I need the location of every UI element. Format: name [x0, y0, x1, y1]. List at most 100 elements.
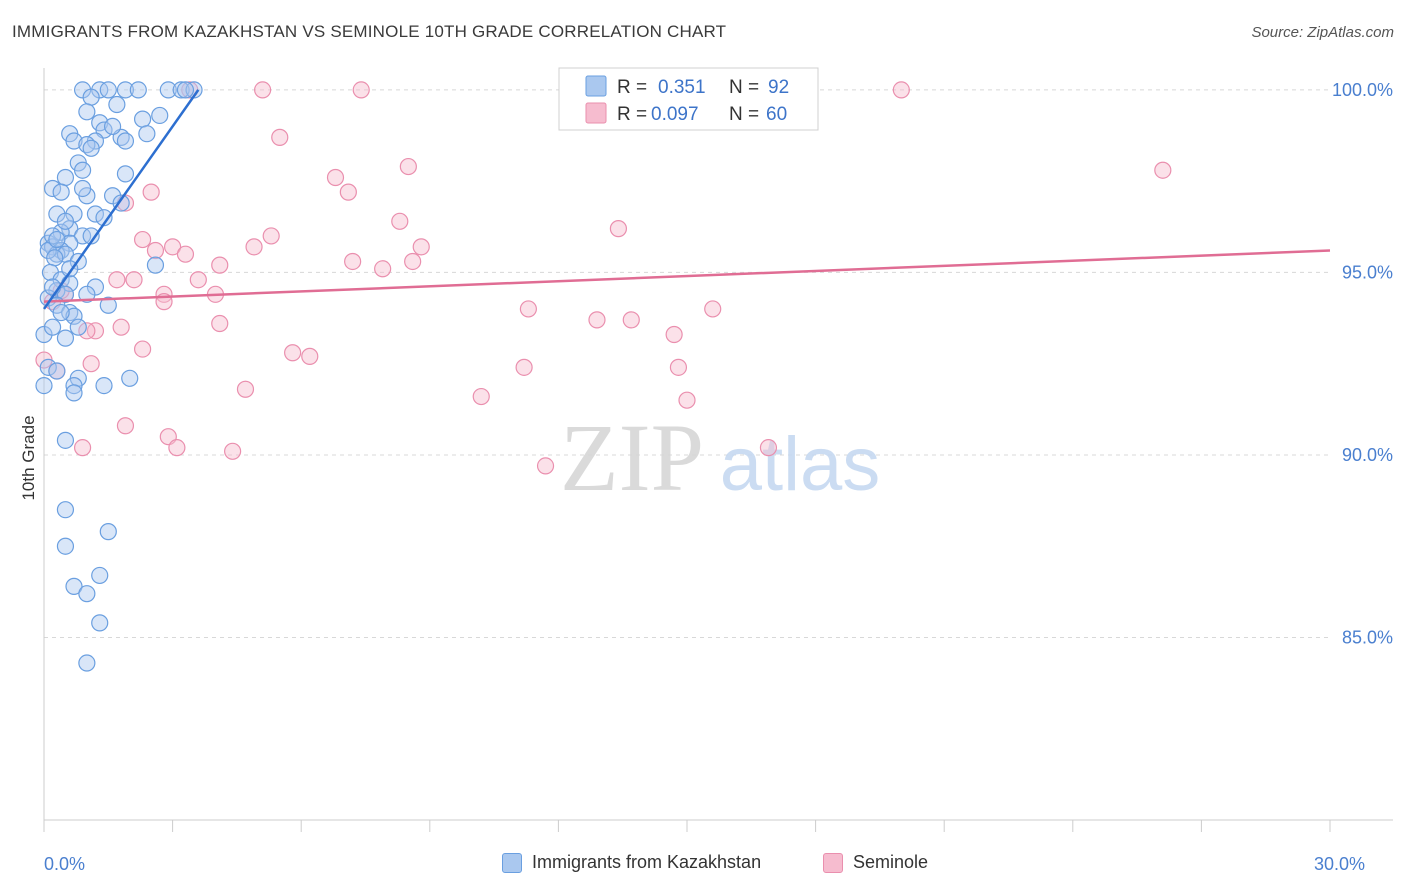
data-point[interactable] [224, 442, 242, 460]
data-point[interactable] [472, 387, 490, 406]
data-point[interactable] [69, 318, 87, 336]
data-point[interactable] [48, 230, 66, 249]
data-point[interactable] [73, 439, 92, 457]
data-point[interactable] [399, 157, 417, 176]
data-point[interactable] [108, 95, 126, 114]
data-point[interactable] [61, 234, 79, 252]
data-point[interactable] [245, 238, 263, 256]
data-point[interactable] [116, 132, 135, 150]
data-point[interactable] [39, 358, 57, 376]
data-point[interactable] [133, 340, 152, 358]
data-point[interactable] [146, 256, 165, 274]
data-point[interactable] [704, 300, 722, 318]
data-point[interactable] [82, 355, 100, 373]
data-point[interactable] [284, 344, 302, 362]
data-point[interactable] [56, 329, 75, 347]
data-point[interactable] [121, 369, 139, 387]
data-point[interactable] [35, 325, 53, 344]
legend-item-kazakhstan[interactable]: Immigrants from Kazakhstan [502, 852, 761, 873]
data-point[interactable] [211, 256, 229, 274]
data-point[interactable] [56, 212, 75, 230]
data-point[interactable] [155, 285, 173, 303]
data-point[interactable] [73, 179, 92, 198]
data-point[interactable] [164, 238, 182, 256]
data-point[interactable] [138, 125, 156, 143]
data-point[interactable] [254, 81, 272, 99]
data-point[interactable] [142, 183, 160, 201]
data-point[interactable] [588, 311, 606, 329]
data-point[interactable] [35, 376, 53, 395]
legend-item-seminole[interactable]: Seminole [823, 852, 928, 873]
data-point[interactable] [211, 314, 229, 333]
data-point[interactable] [622, 311, 640, 329]
data-point[interactable] [391, 212, 409, 230]
data-point[interactable] [99, 296, 117, 314]
data-point[interactable] [78, 585, 96, 603]
data-point[interactable] [82, 88, 100, 106]
data-point[interactable] [99, 81, 117, 99]
data-point[interactable] [159, 81, 177, 99]
data-point[interactable] [519, 300, 537, 318]
data-point[interactable] [73, 81, 92, 99]
data-point[interactable] [82, 139, 100, 157]
data-point[interactable] [515, 358, 533, 376]
data-point[interactable] [52, 303, 70, 322]
data-point[interactable] [78, 285, 96, 303]
data-point[interactable] [116, 81, 135, 99]
data-point[interactable] [344, 252, 362, 271]
data-point[interactable] [65, 384, 83, 402]
data-point[interactable] [43, 179, 62, 198]
data-point[interactable] [176, 81, 195, 99]
data-point[interactable] [116, 417, 135, 435]
data-point[interactable] [91, 566, 109, 585]
data-point[interactable] [133, 230, 152, 249]
data-point[interactable] [65, 577, 83, 595]
data-point[interactable] [326, 168, 345, 187]
data-point[interactable] [759, 439, 778, 457]
data-point[interactable] [65, 132, 83, 150]
data-point[interactable] [73, 161, 92, 179]
data-point[interactable] [125, 271, 143, 289]
data-point[interactable] [103, 187, 122, 205]
data-point[interactable] [56, 168, 75, 187]
data-point[interactable] [339, 183, 357, 201]
data-point[interactable] [189, 271, 207, 289]
data-point[interactable] [65, 376, 83, 395]
data-point[interactable] [48, 362, 66, 380]
data-point[interactable] [78, 322, 96, 340]
data-point[interactable] [665, 325, 683, 344]
data-point[interactable] [262, 227, 280, 245]
data-point[interactable] [352, 81, 370, 99]
data-point[interactable] [46, 249, 64, 267]
data-point[interactable] [56, 501, 75, 519]
data-point[interactable] [86, 205, 105, 223]
data-point[interactable] [56, 537, 75, 555]
data-point[interactable] [91, 614, 109, 632]
data-point[interactable] [95, 376, 113, 395]
data-point[interactable] [78, 654, 96, 672]
data-point[interactable] [404, 252, 422, 271]
data-point[interactable] [86, 278, 105, 296]
data-point[interactable] [65, 307, 83, 325]
data-point[interactable] [172, 81, 190, 99]
data-point[interactable] [168, 439, 186, 457]
data-point[interactable] [48, 205, 66, 223]
data-point[interactable] [43, 318, 62, 336]
data-point[interactable] [99, 523, 117, 541]
data-point[interactable] [112, 318, 130, 336]
data-point[interactable] [892, 81, 910, 99]
data-point[interactable] [609, 220, 628, 238]
data-point[interactable] [271, 128, 289, 146]
data-point[interactable] [176, 245, 195, 263]
data-point[interactable] [412, 238, 430, 256]
data-point[interactable] [536, 457, 555, 475]
data-point[interactable] [151, 106, 169, 125]
data-point[interactable] [669, 358, 688, 376]
data-point[interactable] [374, 260, 392, 278]
data-point[interactable] [103, 117, 122, 136]
data-point[interactable] [146, 241, 165, 260]
data-point[interactable] [56, 431, 75, 449]
data-point[interactable] [236, 380, 255, 398]
data-point[interactable] [52, 183, 70, 201]
data-point[interactable] [108, 271, 126, 289]
